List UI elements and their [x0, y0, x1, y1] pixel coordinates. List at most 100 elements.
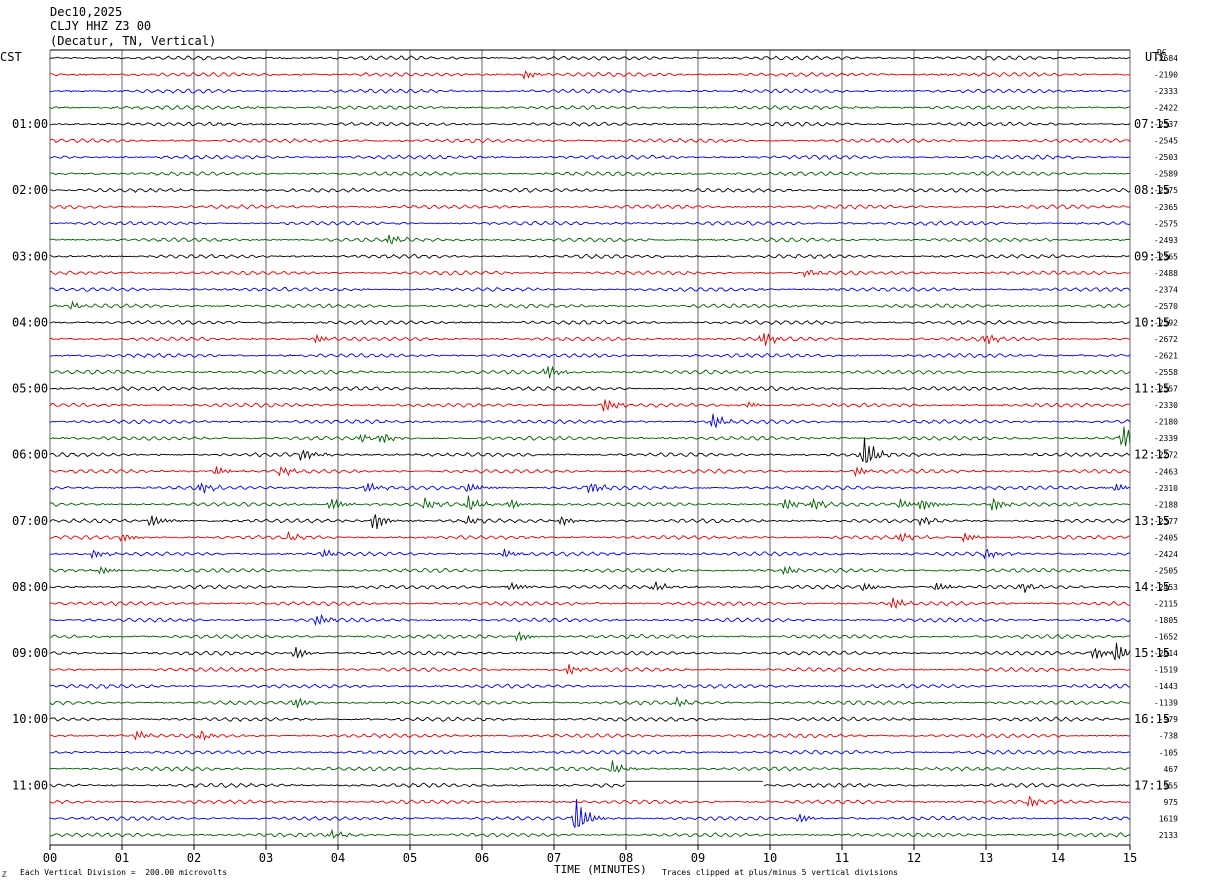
dc-offset-label: -1805 — [1154, 616, 1178, 625]
corner-mark-icon: ℤ — [2, 870, 7, 879]
dc-offset-label: -738 — [1159, 732, 1178, 741]
x-tick-label: 06 — [475, 851, 489, 865]
right-time-label: 13:15 — [1134, 514, 1170, 528]
scale-note: Each Vertical Division = 200.00 microvol… — [20, 868, 228, 877]
dc-offset-label: -2374 — [1154, 285, 1178, 294]
trace-row — [49, 565, 1131, 576]
dc-offset-label: -2621 — [1154, 352, 1178, 361]
dc-offset-label: -2377 — [1154, 517, 1178, 526]
clip-note: Traces clipped at plus/minus 5 vertical … — [662, 868, 899, 877]
trace-row — [49, 828, 1131, 839]
seismic-traces — [49, 55, 1131, 839]
trace-row — [49, 333, 1131, 346]
axis-labels: 00 01 02 03 04 05 06 07 08 09 10 11 12 13 14 15 -2684 -21… — [12, 54, 1178, 865]
dc-offset-label: -2424 — [1154, 550, 1178, 559]
trace-row — [49, 365, 1131, 379]
dc-offset-label: -2493 — [1154, 236, 1178, 245]
dc-offset-label: -2463 — [1154, 467, 1178, 476]
trace-row — [49, 270, 1130, 278]
dc-offset-label: -2014 — [1154, 649, 1178, 658]
left-time-label: 07:00 — [12, 514, 48, 528]
trace-row — [49, 696, 1131, 708]
trace-row — [49, 749, 1131, 755]
trace-row — [49, 88, 1131, 94]
x-tick-label: 02 — [187, 851, 201, 865]
left-time-label: 04:00 — [12, 315, 48, 329]
dc-offset-label: 1619 — [1159, 814, 1178, 823]
left-time-label: 05:00 — [12, 382, 48, 396]
x-tick-label: 01 — [115, 851, 129, 865]
left-time-label: 09:00 — [12, 646, 48, 660]
trace-row — [50, 482, 1131, 494]
trace-row — [49, 352, 1131, 359]
left-timezone-label: CST — [0, 50, 22, 64]
trace-row — [49, 104, 1131, 111]
right-time-label: 10:15 — [1134, 315, 1170, 329]
trace-row — [49, 664, 1131, 675]
right-time-label: 17:15 — [1134, 778, 1170, 792]
dc-offset-label: -2190 — [1154, 71, 1178, 80]
trace-row — [50, 187, 1131, 193]
x-axis-title: TIME (MINUTES) — [554, 863, 647, 876]
minute-grid — [49, 49, 1131, 850]
dc-offset-label: -1139 — [1154, 699, 1178, 708]
dc-offset-label: -2684 — [1154, 54, 1178, 63]
dc-offset-label: 467 — [1164, 765, 1179, 774]
trace-row — [49, 465, 1131, 478]
trace-row — [49, 799, 1131, 828]
trace-row — [49, 171, 1131, 177]
dc-offset-label: -2188 — [1154, 500, 1178, 509]
dc-offset-label: -2592 — [1154, 318, 1178, 327]
dc-offset-label: 2133 — [1159, 831, 1178, 840]
left-time-label: 08:00 — [12, 580, 48, 594]
x-tick-label: 12 — [907, 851, 921, 865]
right-time-label: 08:15 — [1134, 183, 1170, 197]
trace-row — [49, 286, 1131, 293]
x-tick-label: 03 — [259, 851, 273, 865]
plot-date: Dec10,2025 — [50, 5, 123, 19]
x-tick-label: 15 — [1123, 851, 1137, 865]
x-tick-label: 10 — [763, 851, 777, 865]
dc-offset-label: -1652 — [1154, 633, 1178, 642]
x-tick-label: 00 — [43, 851, 57, 865]
trace-row — [49, 319, 1131, 326]
dc-offset-header: DC — [1157, 48, 1167, 57]
trace-row — [49, 70, 1131, 81]
trace-row — [49, 683, 1131, 689]
trace-row — [49, 121, 1131, 127]
dc-offset-label: 975 — [1164, 798, 1179, 807]
x-tick-label: 04 — [331, 851, 345, 865]
dc-offset-label: -2537 — [1154, 120, 1178, 129]
trace-row — [49, 730, 1131, 742]
right-timezone-label: UTC — [1145, 50, 1167, 64]
dc-offset-label: -2310 — [1154, 484, 1178, 493]
right-time-label: 11:15 — [1134, 382, 1170, 396]
right-time-label: 07:15 — [1134, 117, 1170, 131]
trace-row — [49, 597, 1131, 610]
trace-row — [49, 760, 1131, 773]
trace-row — [49, 220, 1131, 226]
dc-offset-label: -2180 — [1154, 418, 1178, 427]
left-time-label: 03:00 — [12, 249, 48, 263]
trace-row — [49, 399, 1131, 412]
trace-row — [49, 137, 1131, 144]
dc-offset-label: -2558 — [1154, 368, 1178, 377]
trace-row — [49, 795, 1130, 808]
x-tick-label: 13 — [979, 851, 993, 865]
dc-offset-label: -2672 — [1154, 335, 1178, 344]
trace-row — [49, 204, 1131, 210]
trace-row — [49, 437, 1131, 464]
trace-row — [49, 514, 1131, 530]
dc-offset-label: -2570 — [1154, 302, 1178, 311]
x-tick-label: 14 — [1051, 851, 1065, 865]
trace-row — [49, 300, 1131, 310]
trace-row — [49, 234, 1131, 245]
dc-offset-label: -2557 — [1154, 385, 1178, 394]
station-code: CLJY HHZ Z3 00 — [50, 19, 152, 33]
dc-offset-label: -105 — [1159, 748, 1178, 757]
dc-offset-label: -2575 — [1154, 219, 1178, 228]
right-time-label: 09:15 — [1134, 249, 1170, 263]
trace-row — [49, 613, 1131, 627]
trace-row — [49, 631, 1131, 642]
